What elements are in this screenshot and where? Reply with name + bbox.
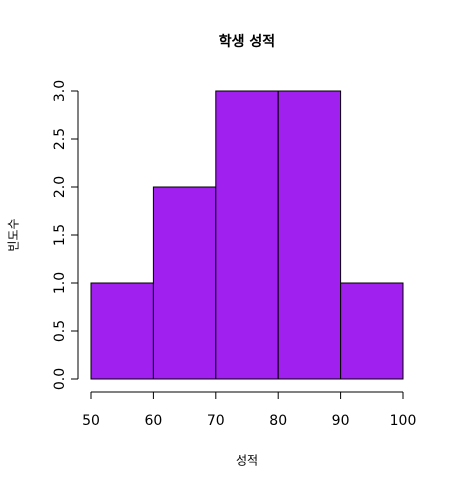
x-tick-label: 70 — [207, 413, 225, 429]
x-tick-label: 100 — [390, 413, 417, 429]
x-tick-label: 80 — [269, 413, 287, 429]
y-tick-label: 2.0 — [52, 176, 68, 198]
y-tick-label: 0.5 — [52, 320, 68, 342]
y-tick-label: 3.0 — [52, 80, 68, 102]
x-tick-label: 50 — [82, 413, 100, 429]
bar — [90, 282, 154, 380]
bar — [277, 90, 342, 380]
bar — [152, 186, 217, 380]
x-axis-label: 성적 — [236, 454, 258, 468]
x-tick-label: 90 — [332, 413, 350, 429]
y-axis-label: 빈도수 — [7, 218, 21, 251]
chart-title: 학생 성적 — [219, 33, 275, 50]
y-tick-label: 1.5 — [52, 224, 68, 246]
bar — [215, 90, 279, 380]
y-tick-label: 2.5 — [52, 128, 68, 150]
y-tick-label: 0.0 — [52, 368, 68, 390]
y-tick-label: 1.0 — [52, 272, 68, 294]
x-tick-label: 60 — [144, 413, 162, 429]
bar — [340, 282, 404, 380]
